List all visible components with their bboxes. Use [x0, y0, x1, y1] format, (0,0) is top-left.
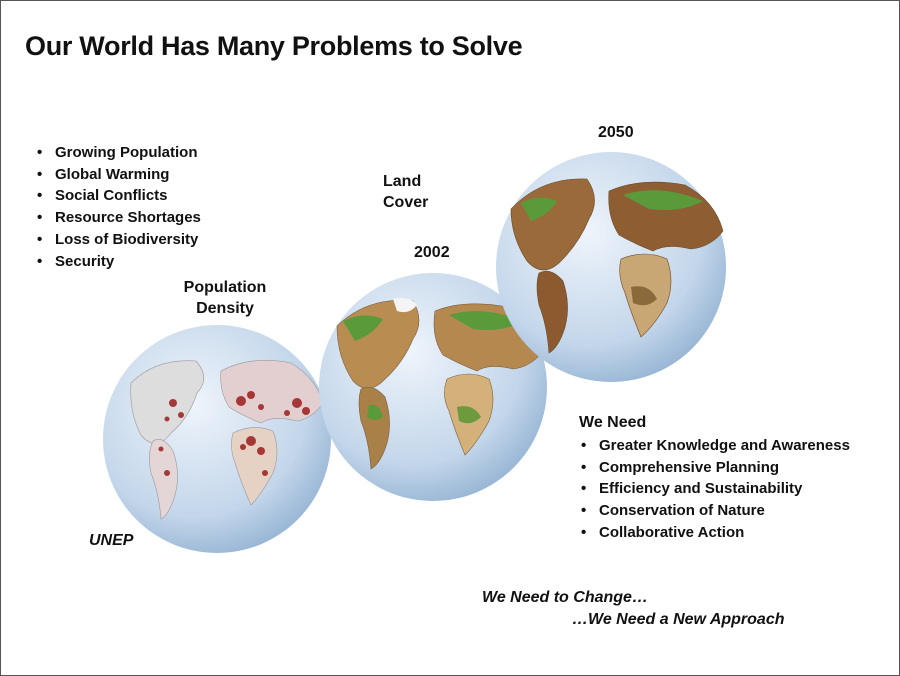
slide-title: Our World Has Many Problems to Solve [25, 31, 523, 61]
problems-list: Growing Population Global Warming Social… [35, 142, 201, 272]
population-density-label: Population Density [183, 279, 267, 317]
problem-item: Resource Shortages [35, 207, 201, 229]
problem-item: Social Conflicts [35, 185, 201, 207]
closing-line-1: We Need to Change… [482, 589, 648, 606]
problem-item: Loss of Biodiversity [35, 229, 201, 251]
problem-item: Security [35, 251, 201, 273]
land-cover-2002-globe [319, 273, 547, 501]
projection-2050-globe [496, 152, 726, 382]
need-item: Conservation of Nature [579, 500, 850, 522]
globe-ocean [496, 152, 726, 382]
year-2050-label: 2050 [598, 124, 634, 141]
year-2002-label: 2002 [414, 244, 450, 261]
problem-item: Growing Population [35, 142, 201, 164]
land-cover-label: Land Cover [383, 173, 429, 211]
closing-line-2: …We Need a New Approach [572, 611, 785, 628]
needs-heading: We Need [579, 414, 647, 431]
globe-ocean [103, 325, 331, 553]
need-item: Efficiency and Sustainability [579, 478, 850, 500]
need-item: Greater Knowledge and Awareness [579, 435, 850, 457]
source-label: UNEP [89, 532, 134, 549]
needs-list: Greater Knowledge and Awareness Comprehe… [579, 435, 850, 544]
need-item: Comprehensive Planning [579, 457, 850, 479]
problem-item: Global Warming [35, 164, 201, 186]
population-density-globe [103, 325, 331, 553]
need-item: Collaborative Action [579, 522, 850, 544]
